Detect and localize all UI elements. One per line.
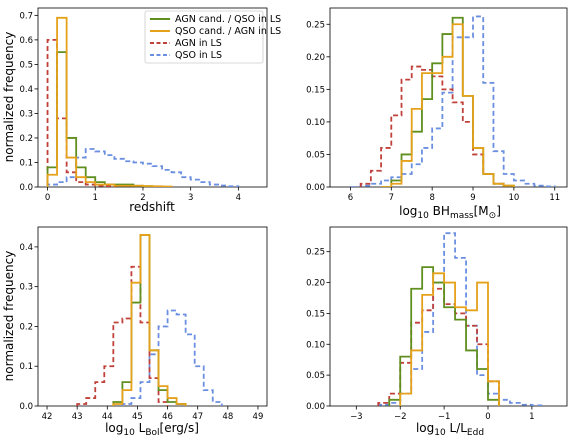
x-tick-label: 47 xyxy=(192,412,203,422)
tick-layer: −3 −2 −1 0 1 0.00 0.05 0.10 0.15 0.20 0.25 xyxy=(306,248,535,422)
panel-redshift: 0 1 2 3 4 0.0 0.1 0.2 0.3 0.4 0.5 0.6 0.7 redshift n… xyxy=(2,7,281,214)
x-tick-label: 9 xyxy=(470,193,475,203)
legend-label-agn-ls: AGN in LS xyxy=(175,38,222,49)
y-tick-label: 0.4 xyxy=(19,85,33,95)
histogram-agn-cand xyxy=(46,51,154,187)
panel-lbol: 42 43 44 45 46 47 48 49 0.0 0.1 0.2 0.3 0.4 log10 LB… xyxy=(2,226,268,438)
histogram-series-layer xyxy=(350,15,556,187)
y-tick-label: 0.1 xyxy=(19,158,33,168)
y-tick-label: 0.0 xyxy=(19,183,33,193)
x-tick-label: 4 xyxy=(236,193,241,203)
x-tick-label: 6 xyxy=(348,193,353,203)
x-tick-label: 45 xyxy=(132,412,143,422)
x-tick-label: 2 xyxy=(140,193,145,203)
x-tick-label: 43 xyxy=(72,412,83,422)
x-tick-label: 48 xyxy=(222,412,233,422)
y-tick-label: 0.00 xyxy=(306,402,325,412)
x-tick-label: −2 xyxy=(394,412,407,422)
x-tick-label: 1 xyxy=(93,193,98,203)
x-tick-label: 11 xyxy=(549,193,560,203)
y-tick-label: 0.10 xyxy=(306,340,325,350)
legend-label-qso-ls: QSO in LS xyxy=(175,50,222,61)
y-tick-label: 0.6 xyxy=(19,36,33,46)
x-tick-label: 46 xyxy=(162,412,173,422)
histogram-qso-ls xyxy=(121,309,223,406)
x-tick-label: −1 xyxy=(438,412,451,422)
plot-frame xyxy=(329,7,568,188)
histogram-qso-cand xyxy=(399,272,500,406)
y-tick-label: 0.20 xyxy=(306,53,325,63)
histogram-qso-ls xyxy=(350,15,556,187)
y-tick-label: 0.05 xyxy=(306,150,325,160)
x-tick-label: 10 xyxy=(508,193,519,203)
histogram-qso-cand xyxy=(381,23,515,187)
legend-box xyxy=(144,10,264,64)
histogram-agn-cand xyxy=(388,266,500,406)
y-tick-label: 0.25 xyxy=(306,20,325,30)
x-axis-label: log10 L/LEdd xyxy=(416,421,484,438)
x-tick-label: 1 xyxy=(529,412,534,422)
tick-layer: 0 1 2 3 4 0.0 0.1 0.2 0.3 0.4 0.5 0.6 0.7 xyxy=(19,11,241,203)
tick-layer: 6 7 8 9 10 11 0.00 0.05 0.10 0.15 0.20 0.25 xyxy=(306,20,560,203)
x-axis-label: log10 LBol[erg/s] xyxy=(105,421,199,438)
legend: AGN cand. / QSO in LS QSO cand. / AGN in… xyxy=(144,10,281,64)
x-tick-label: 0 xyxy=(45,193,50,203)
y-tick-label: 0.7 xyxy=(19,11,33,21)
y-tick-label: 0.15 xyxy=(306,309,325,319)
legend-label-qso-cand: QSO cand. / AGN in LS xyxy=(175,26,281,37)
x-tick-label: 0 xyxy=(485,412,490,422)
x-tick-label: 42 xyxy=(42,412,53,422)
histogram-agn-ls xyxy=(76,265,169,406)
y-tick-label: 0.4 xyxy=(19,243,33,253)
plot-frame xyxy=(329,226,568,407)
y-tick-label: 0.2 xyxy=(19,322,33,332)
y-tick-label: 0.5 xyxy=(19,60,33,70)
y-tick-label: 0.00 xyxy=(306,183,325,193)
x-tick-label: 7 xyxy=(389,193,394,203)
y-tick-label: 0.25 xyxy=(306,248,325,258)
histogram-series-layer xyxy=(377,232,544,406)
x-tick-label: 44 xyxy=(102,412,113,422)
x-tick-label: 49 xyxy=(253,412,264,422)
y-tick-label: 0.15 xyxy=(306,85,325,95)
y-tick-label: 0.10 xyxy=(306,118,325,128)
x-tick-label: −3 xyxy=(350,412,363,422)
plot-frame xyxy=(37,226,268,407)
histogram-qso-cand xyxy=(46,16,173,187)
y-tick-label: 0.05 xyxy=(306,371,325,381)
x-tick-label: 3 xyxy=(188,193,193,203)
tick-layer: 42 43 44 45 46 47 48 49 0.0 0.1 0.2 0.3 0.4 xyxy=(19,243,263,422)
x-axis-label: log10 BHmass[M⊙] xyxy=(399,204,501,221)
panel-bh-mass: 6 7 8 9 10 11 0.00 0.05 0.10 0.15 0.20 0.25 log10 B… xyxy=(306,7,568,221)
y-tick-label: 0.3 xyxy=(19,283,33,293)
panel-eddington-ratio: −3 −2 −1 0 1 0.00 0.05 0.10 0.15 0.20 0.25 log10 L… xyxy=(306,226,568,438)
histogram-qso-ls xyxy=(46,148,240,187)
x-axis-label: redshift xyxy=(129,200,175,214)
y-tick-label: 0.2 xyxy=(19,134,33,144)
legend-label-agn-cand: AGN cand. / QSO in LS xyxy=(175,14,281,25)
histogram-qso-cand xyxy=(112,234,187,406)
y-axis-label: normalized frequency xyxy=(2,32,16,163)
y-tick-label: 0.1 xyxy=(19,362,33,372)
y-tick-label: 0.3 xyxy=(19,109,33,119)
histogram-agn-ls xyxy=(377,287,500,406)
histogram-series-layer xyxy=(76,234,223,406)
x-tick-label: 8 xyxy=(429,193,434,203)
y-tick-label: 0.20 xyxy=(306,279,325,289)
histogram-series-layer xyxy=(46,16,240,187)
y-axis-label: normalized frequency xyxy=(2,251,16,382)
y-tick-label: 0.0 xyxy=(19,402,33,412)
